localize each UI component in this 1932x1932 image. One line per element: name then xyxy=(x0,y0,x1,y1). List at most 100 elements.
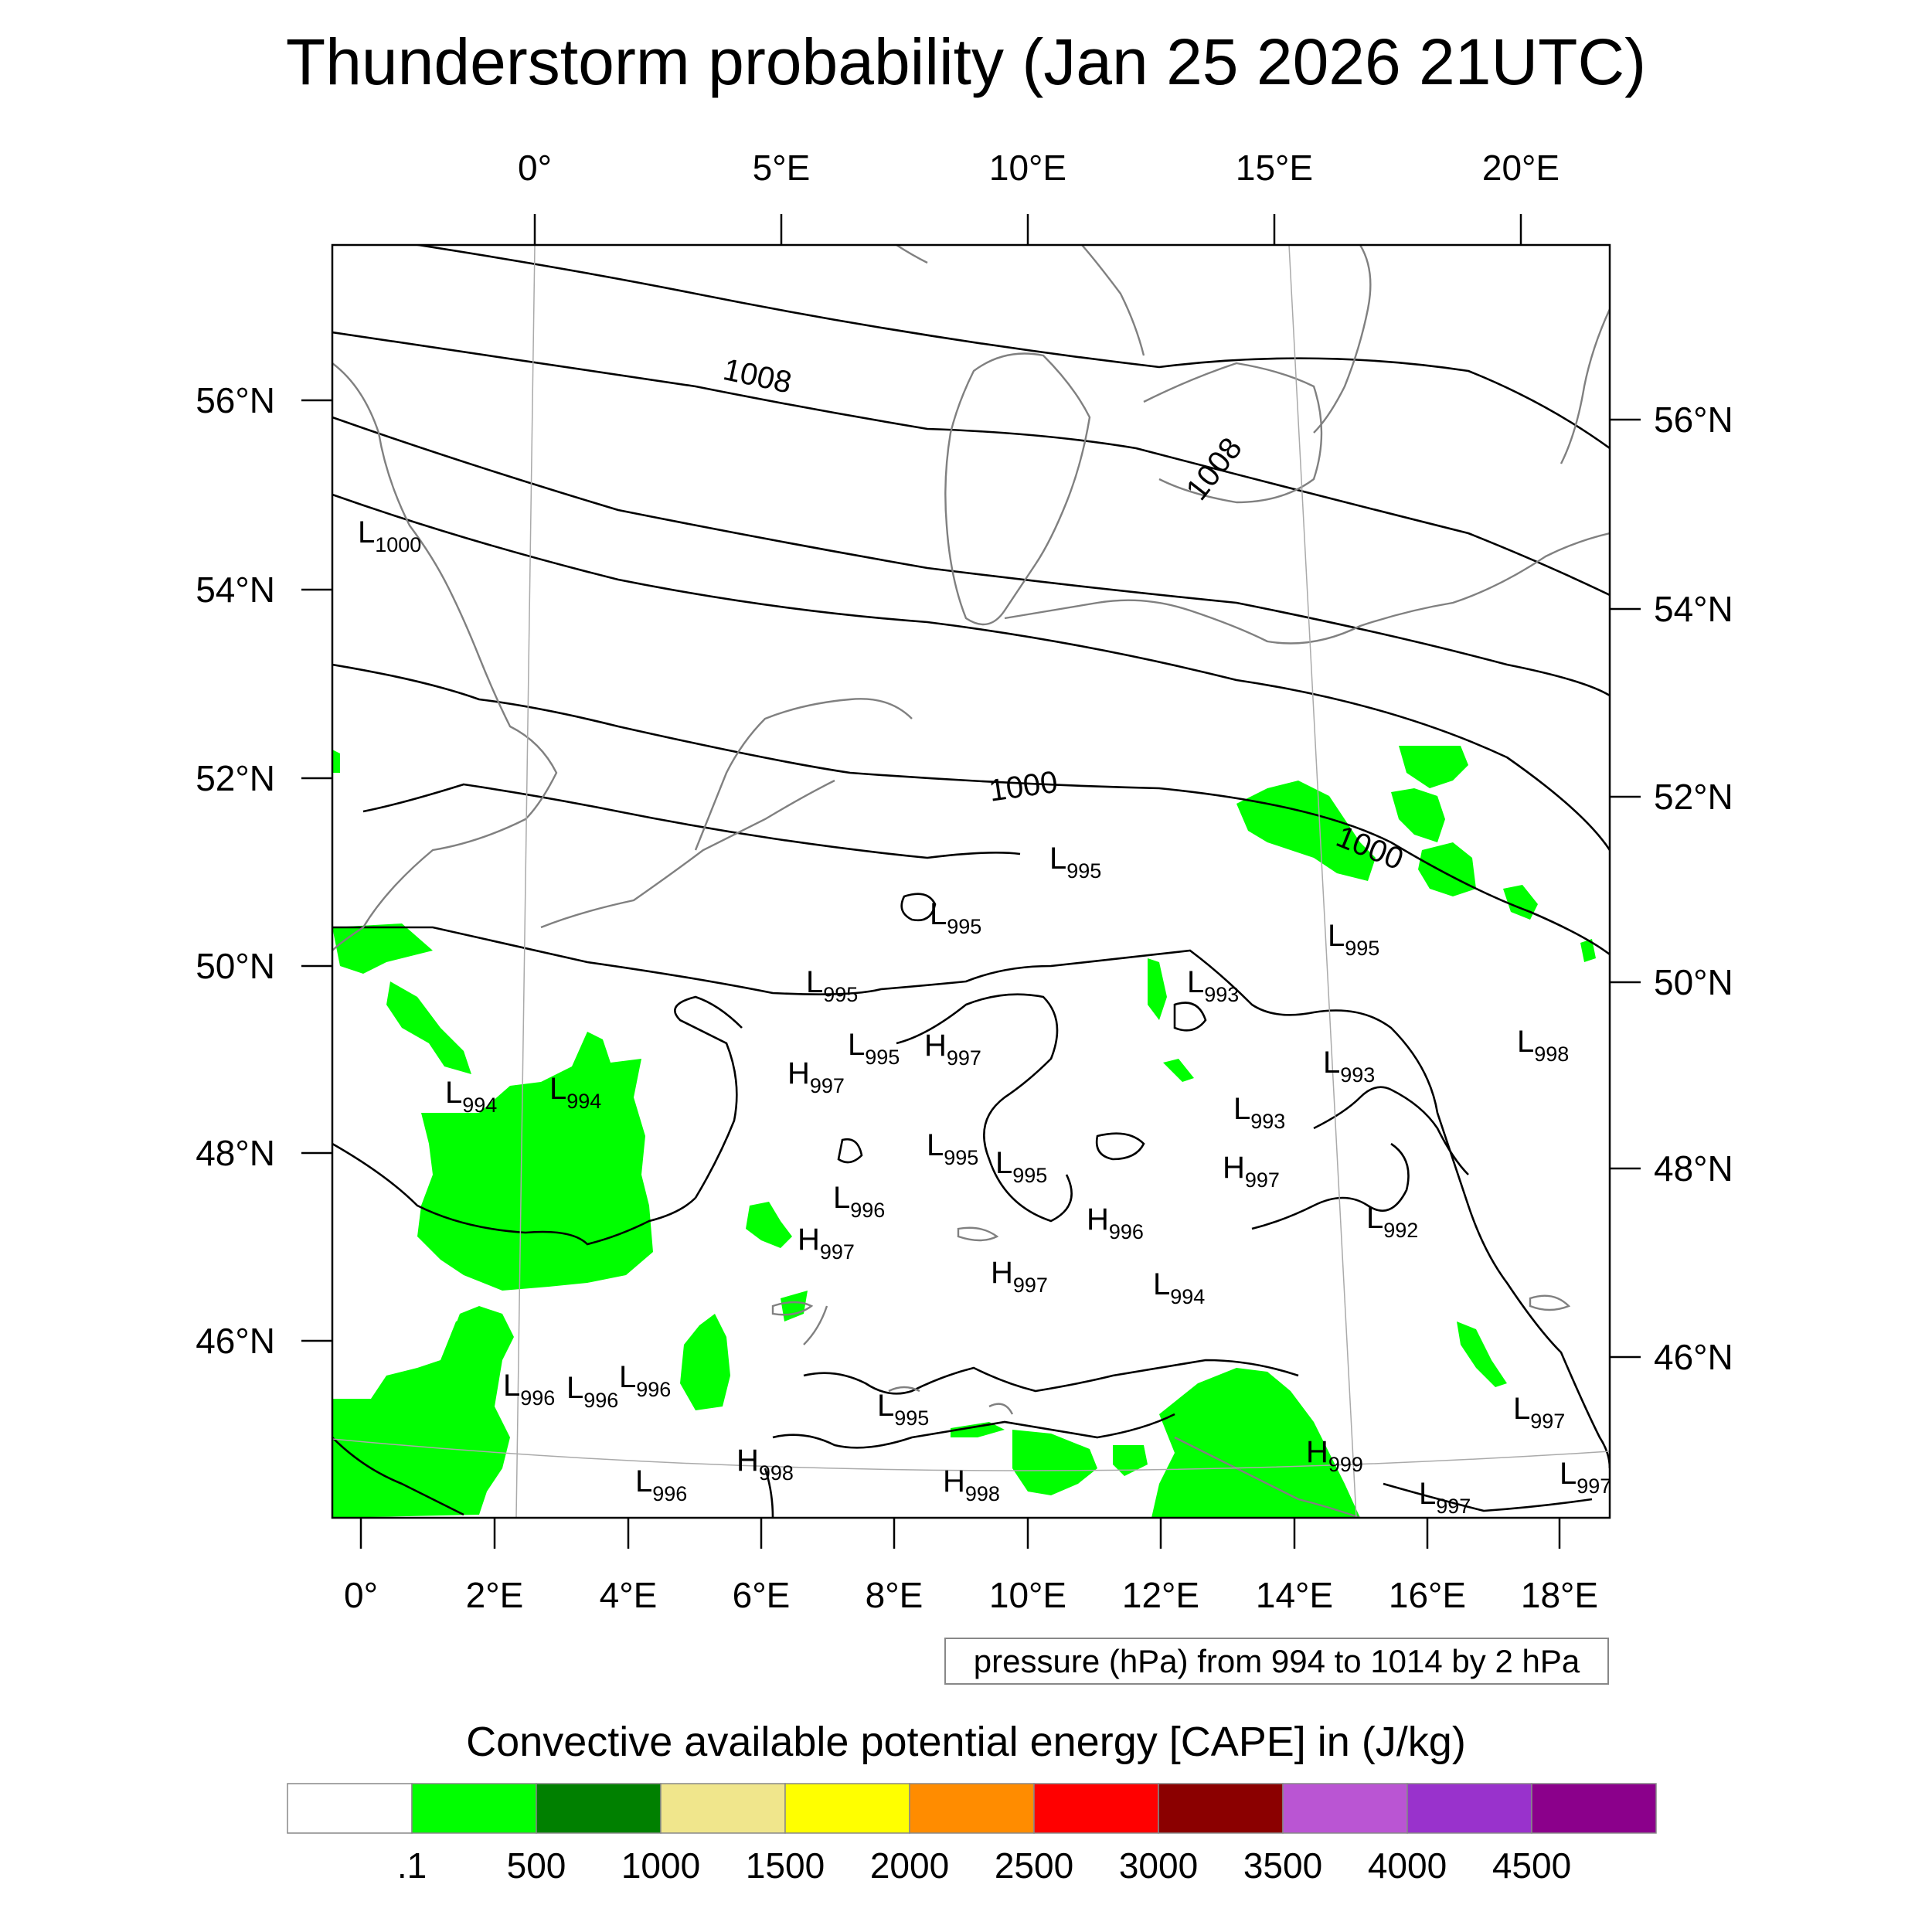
coast-norway xyxy=(896,245,1145,356)
pressure-center: L996 xyxy=(833,1181,885,1222)
top-lon-label: 5°E xyxy=(753,148,811,188)
lake-balaton xyxy=(1529,1294,1571,1311)
isobar-bottom xyxy=(332,1437,464,1516)
colorbar-label: 4000 xyxy=(1368,1845,1447,1886)
pressure-center: L995 xyxy=(1049,842,1101,883)
contour-label: 1008 xyxy=(1179,431,1248,506)
cape-area-bohemia xyxy=(1163,1059,1194,1082)
bottom-lon-label: 4°E xyxy=(600,1575,658,1615)
isobar-ring xyxy=(1095,1132,1145,1161)
pressure-center: L998 xyxy=(1517,1025,1569,1066)
pressure-center: L995 xyxy=(848,1028,900,1069)
colorbar-label: .1 xyxy=(397,1845,427,1886)
colorbar-title: Convective available potential energy [C… xyxy=(466,1719,1466,1765)
cape-area-poland-east xyxy=(1399,746,1468,788)
pressure-center: H999 xyxy=(1306,1435,1363,1476)
cape-area-adriatic xyxy=(1151,1368,1360,1518)
colorbar-swatch xyxy=(287,1783,413,1834)
colorbar-swatch xyxy=(1531,1783,1657,1834)
top-lon-label: 15°E xyxy=(1236,148,1313,188)
isobar-996-west xyxy=(332,1142,696,1246)
right-lat-labels: 56°N 54°N 52°N 50°N 48°N 46°N xyxy=(1654,400,1733,1377)
isobar-1008 xyxy=(332,331,1610,597)
pressure-center: L995 xyxy=(927,1128,978,1169)
contour-info-note: pressure (hPa) from 994 to 1014 by 2 hPa xyxy=(944,1638,1609,1685)
coast-denmark xyxy=(944,352,1091,626)
pressure-center: L997 xyxy=(1513,1392,1565,1433)
right-lat-label: 48°N xyxy=(1654,1148,1733,1189)
isobars xyxy=(332,245,1610,1518)
top-lon-label: 0° xyxy=(518,148,552,188)
isobar-994-east xyxy=(1251,1142,1410,1230)
pressure-center: H998 xyxy=(736,1444,794,1485)
isobar-1004 xyxy=(332,493,1610,851)
pressure-center: L997 xyxy=(1560,1457,1611,1498)
isobar-bottom-3 xyxy=(1383,1482,1593,1512)
cape-area-east-france xyxy=(746,1202,792,1248)
cape-area-hungary xyxy=(1457,1321,1507,1387)
pressure-center: L995 xyxy=(1328,919,1379,960)
left-lat-label: 48°N xyxy=(196,1133,275,1173)
pressure-center: L996 xyxy=(619,1360,671,1401)
coast-france-north xyxy=(540,779,835,929)
colorbar-swatch xyxy=(1158,1783,1284,1834)
parallel-45n xyxy=(332,1438,1611,1471)
right-lat-label: 56°N xyxy=(1654,400,1733,440)
isobar-994-south xyxy=(772,1413,1175,1449)
cape-area-poland-central xyxy=(1391,788,1445,842)
colorbar-label: 3000 xyxy=(1119,1845,1198,1886)
contour-label: 1000 xyxy=(987,765,1060,808)
pressure-center: L1000 xyxy=(358,515,421,556)
colorbar-label: 3500 xyxy=(1243,1845,1322,1886)
cape-area-poland-se xyxy=(1418,842,1476,896)
pressure-center: H998 xyxy=(943,1464,1000,1505)
bottom-lon-label: 8°E xyxy=(866,1575,923,1615)
left-lat-label: 46°N xyxy=(196,1321,275,1361)
pressure-center: L993 xyxy=(1233,1092,1285,1133)
cape-area-west xyxy=(332,923,433,974)
isobar-ring xyxy=(837,1138,863,1164)
bottom-lon-label: 12°E xyxy=(1122,1575,1199,1615)
pressure-center: L993 xyxy=(1323,1046,1375,1087)
cape-area-swiss xyxy=(781,1291,808,1321)
isobar-1002 xyxy=(332,663,1610,956)
axis-ticks xyxy=(301,214,1641,1549)
left-lat-label: 54°N xyxy=(196,570,275,610)
colorbar-swatch xyxy=(536,1783,662,1834)
left-lat-label: 56°N xyxy=(196,380,275,420)
isobar-ring xyxy=(1173,1002,1207,1032)
coast-gulf-riga xyxy=(1560,308,1610,464)
pressure-center: L995 xyxy=(995,1146,1047,1187)
colorbar-label: 2000 xyxy=(870,1845,949,1886)
isobar-996 xyxy=(674,995,743,1199)
cape-area-po-west xyxy=(951,1422,1005,1437)
isobar-1010 xyxy=(412,245,1610,450)
colorbar-swatch xyxy=(1282,1783,1408,1834)
right-lat-label: 52°N xyxy=(1654,777,1733,817)
coast-sweden-south xyxy=(1143,362,1323,504)
colorbar-label: 1000 xyxy=(621,1845,700,1886)
isobar-ring xyxy=(900,893,937,922)
bottom-lon-label: 16°E xyxy=(1389,1575,1466,1615)
pressure-center: L995 xyxy=(806,965,858,1006)
top-lon-labels: 0° 5°E 10°E 15°E 20°E xyxy=(518,148,1560,188)
bottom-lon-label: 14°E xyxy=(1256,1575,1333,1615)
pressure-center: L996 xyxy=(566,1371,618,1412)
colorbar-swatch xyxy=(660,1783,786,1834)
bottom-lon-label: 18°E xyxy=(1521,1575,1598,1615)
cape-area-po-east xyxy=(1113,1445,1148,1476)
isobar-994-alps xyxy=(803,1359,1299,1395)
isobar-1000 xyxy=(362,783,1021,859)
pressure-center: H997 xyxy=(924,1029,981,1070)
coast-netherlands xyxy=(694,698,913,851)
pressure-center: H997 xyxy=(1223,1151,1280,1192)
cape-area-po xyxy=(1012,1430,1097,1495)
graticule xyxy=(332,244,1611,1519)
bottom-lon-label: 2°E xyxy=(466,1575,524,1615)
colorbar-label: 4500 xyxy=(1492,1845,1571,1886)
pressure-center: L995 xyxy=(877,1389,929,1430)
colorbar-labels: .1 500 1000 1500 2000 2500 3000 3500 4000 4500 xyxy=(397,1845,1571,1886)
cape-area-alps-west xyxy=(680,1314,730,1410)
meridian-0 xyxy=(515,244,536,1519)
cape-area-east-edge xyxy=(1580,939,1596,962)
